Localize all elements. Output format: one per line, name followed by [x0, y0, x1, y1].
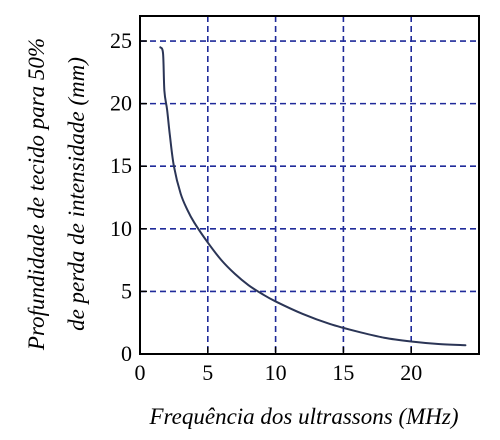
x-tick-label-0: 0: [135, 360, 146, 385]
x-axis-title: Frequência dos ultrassons (MHz): [149, 404, 459, 429]
series-line-0: [159, 46, 467, 347]
series-layer: [159, 46, 467, 347]
plot-frame: [139, 15, 480, 355]
x-tick-label-5: 5: [202, 360, 213, 385]
x-tick-label-20: 20: [400, 360, 422, 385]
y-tick-label-25: 25: [110, 28, 132, 53]
y-axis-title-line-2: de perda de intensidade (mm): [64, 57, 89, 331]
y-tick-label-5: 5: [121, 278, 132, 303]
x-tick-label-15: 15: [332, 360, 354, 385]
y-tick-label-0: 0: [121, 341, 132, 366]
grid-lines: [140, 16, 479, 354]
y-tick-label-10: 10: [110, 216, 132, 241]
axes: [139, 15, 480, 355]
x-tick-label-10: 10: [265, 360, 287, 385]
y-axis-title-line-1: Profundidade de tecido para 50%: [24, 38, 49, 351]
y-tick-label-15: 15: [110, 153, 132, 178]
tick-labels: 0 5 10 15 20 0 5 10 15 20 25: [110, 28, 422, 385]
y-tick-label-20: 20: [110, 91, 132, 116]
